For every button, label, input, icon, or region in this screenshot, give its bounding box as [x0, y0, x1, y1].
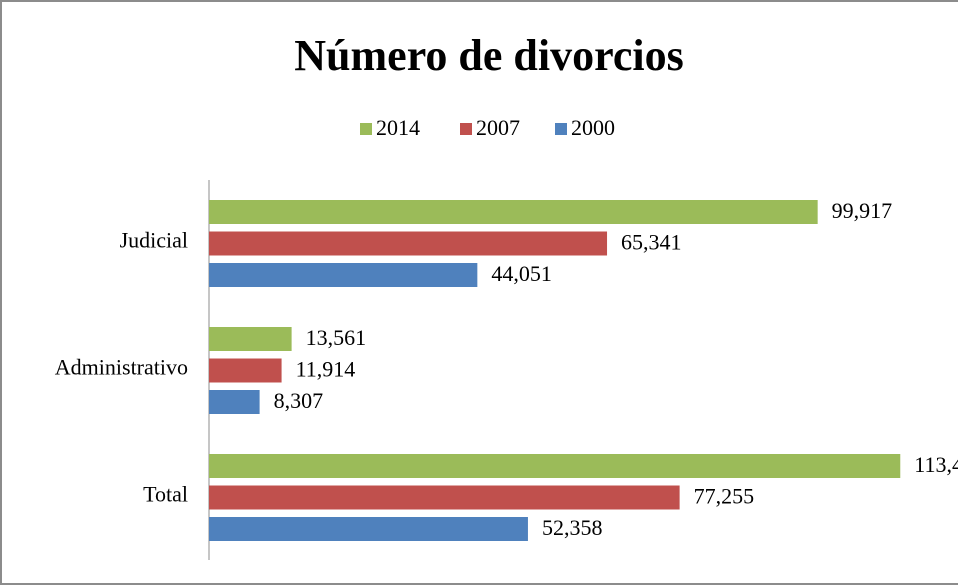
- legend-swatch: [555, 123, 567, 135]
- data-label: 8,307: [274, 388, 324, 413]
- data-label: 13,561: [306, 325, 367, 350]
- data-label: 65,341: [621, 230, 682, 255]
- bar: [209, 485, 680, 510]
- data-label: 113,478: [914, 452, 958, 477]
- legend-label: 2000: [571, 115, 615, 140]
- y-tick-label: Judicial: [120, 228, 188, 253]
- bar: [209, 327, 292, 351]
- bar: [209, 231, 608, 256]
- data-label: 77,255: [694, 484, 755, 509]
- bar: [209, 200, 818, 224]
- y-tick-label: Total: [143, 482, 188, 507]
- bar: [209, 263, 478, 287]
- data-label: 11,914: [296, 357, 356, 382]
- data-label: 44,051: [491, 261, 552, 286]
- bar: [209, 517, 528, 541]
- y-tick-label: Administrativo: [55, 355, 188, 380]
- legend-swatch: [360, 123, 372, 135]
- bar: [209, 358, 282, 383]
- legend-label: 2014: [376, 115, 420, 140]
- bar: [209, 390, 260, 414]
- legend-swatch: [460, 123, 472, 135]
- data-label: 52,358: [542, 515, 603, 540]
- legend-label: 2007: [476, 115, 520, 140]
- data-label: 99,917: [832, 198, 893, 223]
- chart-title: Número de divorcios: [294, 31, 683, 80]
- bar: [209, 454, 901, 478]
